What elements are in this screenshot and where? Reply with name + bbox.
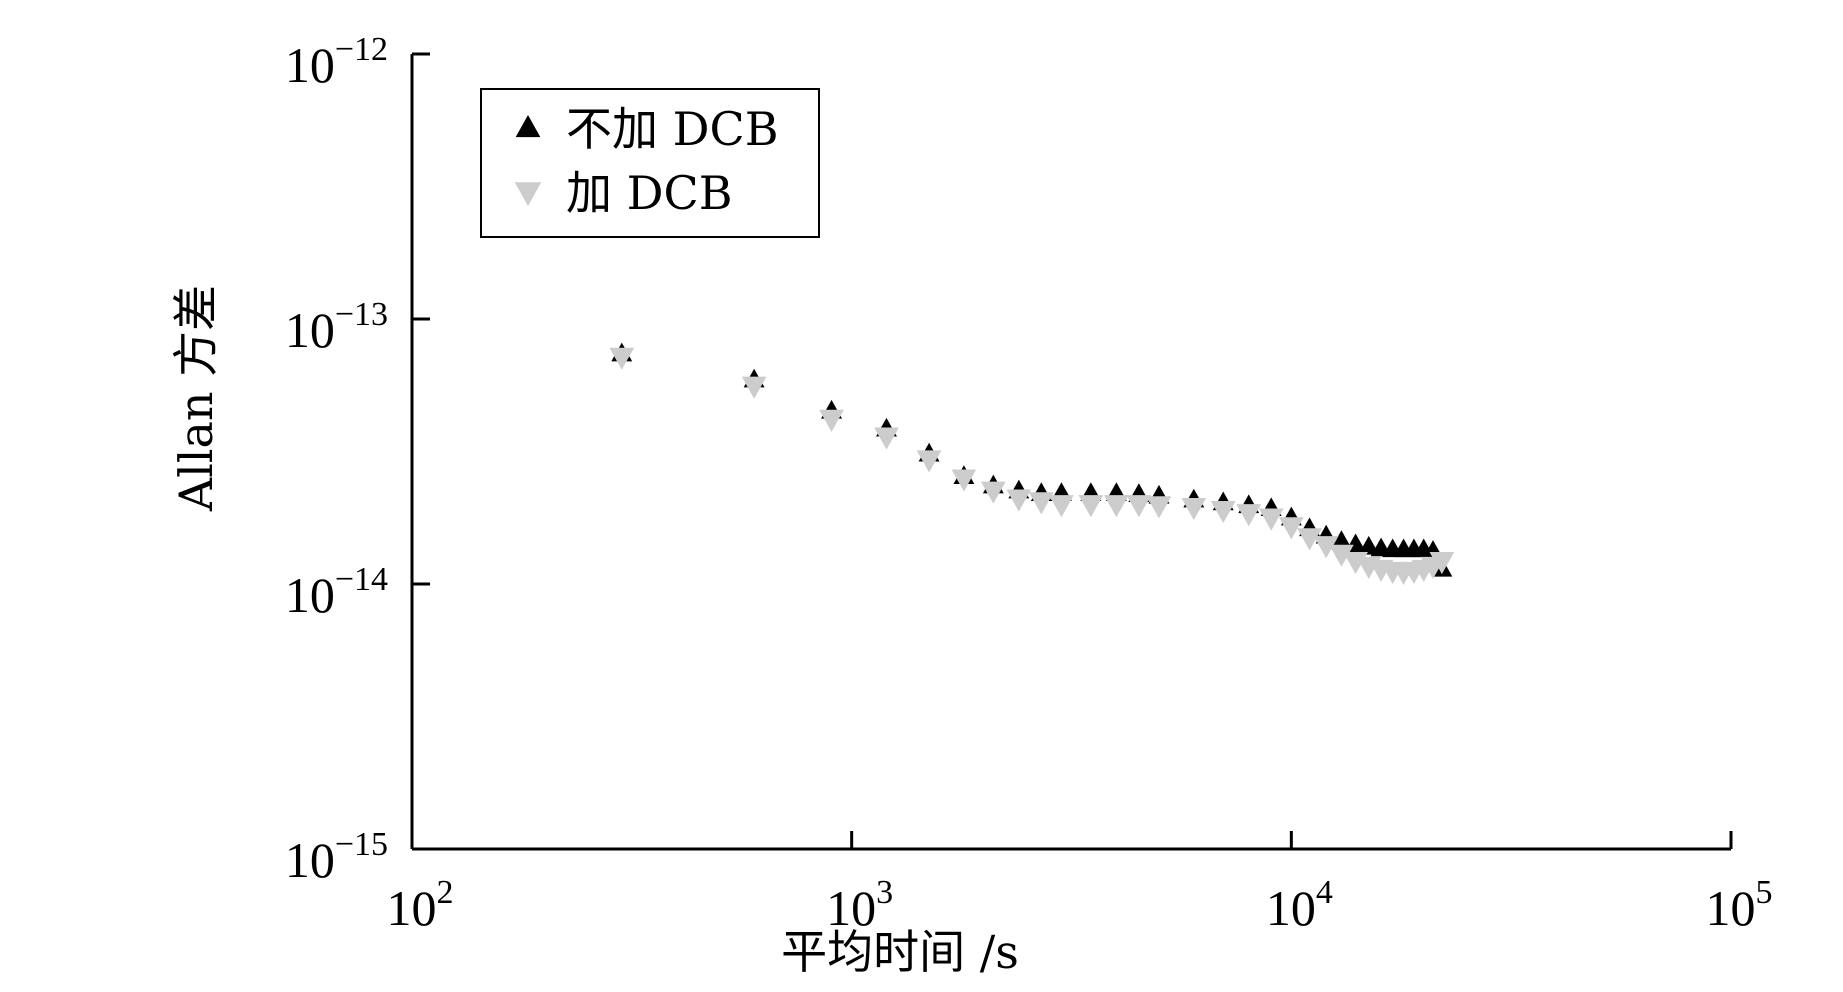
data-point — [1258, 508, 1284, 531]
x-tick-label: 104 — [1266, 874, 1333, 936]
x-tick-label: 102 — [387, 874, 454, 936]
data-point — [1126, 495, 1152, 518]
data-point — [980, 481, 1006, 504]
data-series — [609, 342, 1455, 585]
legend-marker — [515, 115, 541, 138]
data-point — [1278, 517, 1304, 540]
data-point — [1146, 496, 1172, 519]
legend-marker — [514, 182, 542, 206]
y-tick-label: 10−12 — [285, 31, 388, 93]
data-point — [1104, 495, 1129, 518]
x-axis-label: 平均时间 /s — [781, 925, 1019, 979]
data-point — [874, 427, 899, 450]
legend-label: 加 DCB — [566, 166, 733, 220]
data-point — [916, 450, 942, 473]
data-point — [1313, 536, 1339, 559]
data-point — [741, 376, 767, 399]
x-tick-label: 103 — [826, 874, 893, 936]
series-2 — [609, 347, 1455, 585]
data-point — [1078, 495, 1104, 518]
data-point — [1006, 489, 1032, 512]
data-point — [1358, 535, 1380, 555]
data-point — [609, 347, 635, 370]
y-tick-label: 10−14 — [285, 561, 388, 623]
data-point — [1049, 495, 1074, 518]
data-point — [1329, 544, 1354, 567]
data-point — [1236, 504, 1262, 527]
data-point — [1181, 498, 1207, 521]
legend-label: 不加 DCB — [566, 102, 779, 156]
data-point — [1028, 492, 1054, 515]
data-point — [1330, 530, 1352, 549]
data-point — [951, 469, 977, 492]
legend-box — [480, 88, 820, 238]
tick-marks — [410, 52, 1733, 851]
tick-labels: 102 103 104 105 10−12 10−13 10−14 10−15 — [285, 31, 1773, 936]
data-point — [1210, 501, 1236, 524]
data-point — [819, 409, 844, 432]
data-point — [1297, 528, 1322, 551]
data-point — [1429, 552, 1455, 575]
y-tick-label: 10−13 — [285, 296, 388, 358]
y-tick-label: 10−15 — [285, 826, 388, 888]
axes — [410, 54, 1731, 851]
x-tick-label: 105 — [1706, 874, 1773, 936]
legend: 不加 DCB 加 DCB — [480, 88, 820, 238]
y-axis-label: Allan 方差 — [169, 285, 223, 512]
